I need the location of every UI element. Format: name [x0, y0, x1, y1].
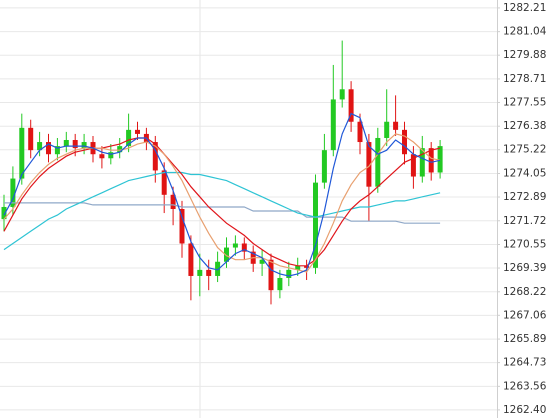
candle-body	[232, 243, 238, 248]
candle-body	[1, 206, 7, 220]
candle-body	[366, 142, 372, 187]
y-tick-label: 1263.56	[503, 380, 546, 392]
candle-body	[170, 194, 176, 209]
candle-body	[81, 142, 87, 149]
moving-average-line	[3, 133, 441, 273]
candle-body	[393, 121, 399, 130]
candle-body	[117, 146, 123, 153]
candle-body	[63, 140, 69, 147]
candle-body	[259, 259, 265, 264]
moving-average-line	[3, 137, 441, 267]
candle-body	[286, 269, 292, 278]
y-tick-label: 1268.22	[503, 286, 546, 298]
candle-body	[19, 127, 25, 179]
candle-body	[339, 89, 345, 100]
candle-body	[241, 243, 247, 252]
candle-body	[161, 170, 167, 195]
candle-body	[152, 142, 158, 171]
y-tick-label: 1269.39	[503, 262, 546, 274]
candle-body	[348, 89, 354, 122]
candle-body	[179, 209, 185, 244]
candle-body	[99, 154, 105, 159]
candle-body	[437, 146, 443, 173]
candle-body	[419, 148, 425, 177]
candle-body	[37, 142, 43, 151]
y-tick-label: 1265.89	[503, 333, 546, 345]
candle-body	[108, 152, 114, 159]
moving-average-line	[4, 202, 441, 224]
candle-body	[188, 243, 194, 276]
y-tick-label: 1274.05	[503, 167, 546, 179]
candle-body	[428, 148, 434, 173]
candle-body	[126, 129, 132, 147]
candle-body	[321, 150, 327, 183]
candle-body	[215, 261, 221, 276]
candle-body	[402, 129, 407, 155]
candle-body	[72, 140, 78, 149]
candle-body	[330, 99, 336, 151]
candle-body	[375, 137, 381, 187]
candle-body	[224, 247, 229, 262]
y-tick-label: 1278.71	[503, 73, 546, 85]
candle-body	[277, 277, 283, 291]
candle-body	[54, 146, 60, 155]
candle-body	[206, 269, 212, 276]
y-tick-label: 1272.89	[503, 191, 546, 203]
candle-body	[384, 121, 390, 138]
candle-body	[268, 259, 274, 291]
moving-average-line	[3, 171, 441, 251]
y-tick-label: 1276.38	[503, 120, 546, 132]
y-tick-label: 1282.21	[503, 2, 546, 14]
y-tick-label: 1262.40	[503, 404, 546, 416]
candle-body	[10, 178, 16, 207]
candle-body	[357, 121, 363, 143]
candle-body	[197, 269, 203, 276]
y-tick-label: 1281.04	[503, 26, 546, 38]
candle-body	[313, 182, 318, 268]
candle-body	[135, 129, 140, 134]
moving-average-line	[3, 112, 441, 277]
candle-body	[304, 265, 310, 268]
y-tick-label: 1270.55	[503, 239, 546, 251]
y-tick-label: 1267.06	[503, 309, 546, 321]
candle-body	[410, 154, 416, 177]
y-tick-label: 1279.88	[503, 49, 546, 61]
candle-body	[46, 142, 51, 155]
candle-body	[28, 127, 34, 151]
y-tick-label: 1271.72	[503, 215, 546, 227]
y-tick-label: 1264.73	[503, 357, 546, 369]
candle-body	[295, 265, 301, 270]
y-tick-label: 1275.22	[503, 144, 546, 156]
y-tick-label: 1277.55	[503, 96, 546, 108]
